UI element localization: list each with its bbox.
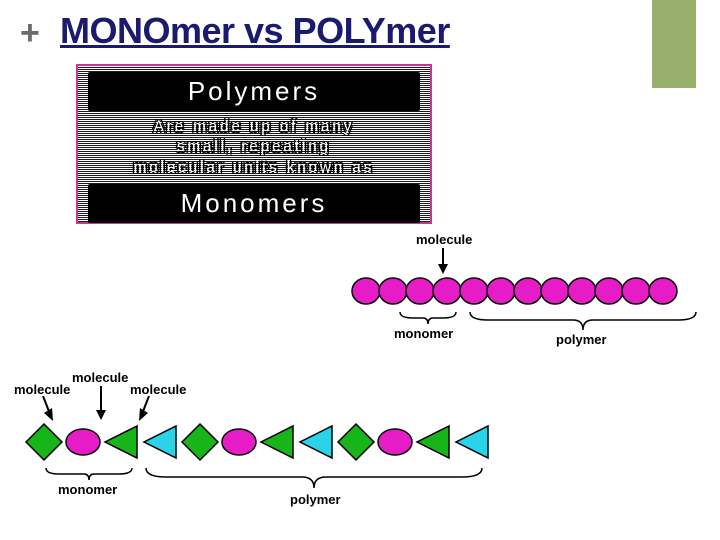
monomer-circle bbox=[379, 278, 407, 304]
monomer-shape bbox=[66, 429, 100, 455]
monomer-circle bbox=[514, 278, 542, 304]
monomer-shape bbox=[222, 429, 256, 455]
monomer-shape bbox=[182, 424, 218, 460]
plus-marker: + bbox=[20, 14, 40, 53]
definition-box: Polymers Are made up of many small, repe… bbox=[76, 64, 432, 224]
monomer-shape bbox=[378, 429, 412, 455]
monomer-circle bbox=[595, 278, 623, 304]
label-molecule-2c: molecule bbox=[130, 382, 186, 397]
brace-polymer-1 bbox=[468, 310, 698, 332]
brace-monomer-2 bbox=[44, 466, 134, 482]
arrow-molecule-top bbox=[436, 248, 450, 274]
monomer-circle bbox=[622, 278, 650, 304]
arrow-2b bbox=[94, 386, 108, 420]
monomer-circle bbox=[568, 278, 596, 304]
defbox-heading-2: Monomers bbox=[88, 184, 420, 223]
defbox-line-3: molecular units known as bbox=[78, 158, 430, 178]
monomer-shape bbox=[417, 426, 449, 458]
defbox-heading-1: Polymers bbox=[88, 72, 420, 111]
chain-1 bbox=[348, 274, 708, 308]
diagram-polymer-1: molecule monomer polymer bbox=[348, 232, 708, 372]
label-molecule-2b: molecule bbox=[72, 370, 128, 385]
monomer-circle bbox=[352, 278, 380, 304]
monomer-circle bbox=[460, 278, 488, 304]
brace-polymer-2 bbox=[144, 466, 484, 490]
monomer-circle bbox=[541, 278, 569, 304]
arrow-2a bbox=[40, 396, 56, 422]
monomer-shape bbox=[26, 424, 62, 460]
label-polymer-1: polymer bbox=[556, 332, 607, 347]
monomer-circle bbox=[487, 278, 515, 304]
monomer-shape bbox=[338, 424, 374, 460]
monomer-shape bbox=[456, 426, 488, 458]
arrow-2c bbox=[136, 396, 152, 422]
defbox-line-1: Are made up of many bbox=[78, 117, 430, 137]
defbox-line-2: small, repeating bbox=[78, 137, 430, 157]
monomer-circle bbox=[649, 278, 677, 304]
brace-monomer-1 bbox=[398, 310, 458, 326]
label-monomer-2: monomer bbox=[58, 482, 117, 497]
monomer-circle bbox=[406, 278, 434, 304]
monomer-shape bbox=[300, 426, 332, 458]
monomer-shape bbox=[105, 426, 137, 458]
chain-2 bbox=[24, 420, 524, 464]
label-molecule-2a: molecule bbox=[14, 382, 70, 397]
monomer-circle bbox=[433, 278, 461, 304]
accent-bar bbox=[652, 0, 696, 88]
monomer-shape bbox=[261, 426, 293, 458]
monomer-shape bbox=[144, 426, 176, 458]
page-title: MONOmer vs POLYmer bbox=[60, 10, 450, 52]
label-monomer-1: monomer bbox=[394, 326, 453, 341]
diagram-polymer-2: molecule molecule molecule monomer polym… bbox=[14, 370, 514, 530]
label-polymer-2: polymer bbox=[290, 492, 341, 507]
label-molecule-top: molecule bbox=[416, 232, 472, 247]
